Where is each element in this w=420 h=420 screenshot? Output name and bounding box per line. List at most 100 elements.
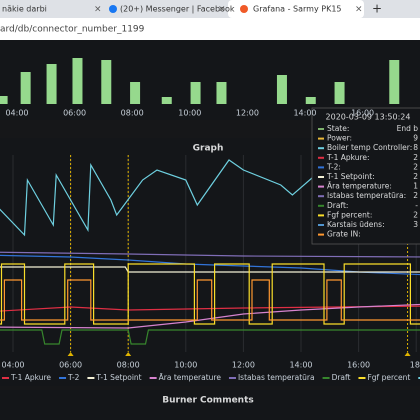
tab-close[interactable]: ×: [218, 5, 226, 15]
url: ard/db/connector_number_1199: [0, 25, 145, 35]
x-tick-label: 14:00: [293, 109, 316, 118]
tooltip-swatch: [318, 128, 324, 130]
annotation-marker: [404, 352, 411, 356]
bar: [190, 82, 201, 104]
tab-close[interactable]: ×: [94, 5, 102, 15]
legend-label: Fgf percent: [367, 373, 410, 382]
x-tick-label: 12:00: [236, 109, 259, 118]
legend-swatch: [418, 377, 420, 379]
tooltip-value: 2: [413, 162, 418, 171]
tooltip-label: State:: [327, 124, 349, 133]
new-tab[interactable]: +: [372, 2, 382, 16]
tab-active[interactable]: [228, 0, 364, 18]
x-tick-label: 06:00: [63, 109, 86, 118]
tooltip-swatch: [318, 224, 324, 226]
series-line: [0, 279, 420, 321]
bar: [389, 60, 400, 104]
x-tick-label: 14:00: [289, 361, 312, 370]
series-line: [0, 266, 420, 273]
legend-swatch: [2, 377, 9, 379]
tab-title: Grafana - Sarmy PK15: [253, 5, 342, 14]
x-tick-label: 04:00: [5, 109, 28, 118]
tab[interactable]: [108, 0, 226, 18]
legend-swatch: [59, 377, 67, 379]
tooltip-label: Istabas temperatūra:: [327, 191, 406, 200]
x-tick-label: 06:00: [59, 361, 82, 370]
panel-title: Graph: [193, 144, 224, 154]
tooltip-swatch: [318, 176, 324, 178]
tooltip-label: Fgf percent:: [327, 210, 372, 219]
tooltip-value: 9: [413, 134, 418, 143]
bar-panel: [0, 40, 420, 120]
tab[interactable]: [0, 0, 100, 18]
x-tick-label: 08:00: [117, 361, 140, 370]
tooltip-value: -: [415, 201, 418, 210]
tooltip-value: 2: [413, 172, 418, 181]
comments-panel: [0, 390, 420, 420]
series-line: [0, 251, 420, 258]
tooltip-swatch: [318, 204, 324, 207]
tooltip-swatch: [318, 185, 324, 188]
x-tick-label: 10:00: [178, 109, 201, 118]
tooltip-time: 2020-03-09 13:50:24: [326, 113, 411, 122]
legend-label: Draft: [332, 373, 351, 382]
legend-label: T-2: [67, 373, 80, 382]
bar: [276, 75, 287, 104]
x-tick-label: 18:: [410, 361, 420, 370]
legend-label: T-1 Apkure: [10, 373, 51, 382]
tooltip-label: T-1 Apkure:: [326, 153, 370, 162]
favicon: [240, 5, 248, 13]
x-tick-label: 04:00: [1, 361, 24, 370]
series-line: [0, 263, 420, 325]
favicon: [109, 5, 117, 13]
bar: [161, 97, 172, 104]
legend-swatch: [322, 377, 330, 379]
bar: [334, 82, 345, 104]
x-tick-label: 16:00: [351, 109, 374, 118]
tooltip-swatch: [318, 233, 324, 236]
panel-title: Burner Comments: [162, 396, 254, 406]
legend-swatch: [149, 377, 157, 379]
tooltip-label: Boiler temp Controller:: [327, 143, 412, 152]
x-tick-label: 10:00: [174, 361, 197, 370]
tooltip-swatch: [318, 156, 324, 159]
bar: [101, 60, 112, 104]
annotation-marker: [67, 352, 74, 356]
tooltip-swatch: [318, 214, 324, 217]
tooltip-value: 2: [413, 153, 418, 162]
legend-swatch: [358, 377, 366, 379]
tooltip-value: 8: [413, 143, 418, 152]
tab-title: (20+) Messenger | Facebook: [120, 5, 235, 14]
tooltip-label: Power:: [327, 134, 352, 143]
tab-title: nākie darbi: [2, 5, 47, 14]
x-tick-label: 12:00: [232, 361, 255, 370]
bar: [72, 58, 83, 104]
tooltip-value: End b: [397, 124, 419, 133]
tooltip-label: Draft:: [327, 201, 348, 210]
bar: [46, 64, 57, 104]
tooltip: [311, 107, 420, 245]
x-tick-label: 16:00: [347, 361, 370, 370]
tooltip-value: 3: [413, 220, 418, 229]
bar: [305, 97, 316, 104]
tooltip-value: 2: [413, 191, 418, 200]
series-line: [0, 303, 420, 329]
tooltip-label: Grate IN:: [327, 230, 361, 239]
tooltip-value: 1: [413, 182, 418, 191]
tooltip-swatch: [318, 166, 324, 169]
legend-label: Āra temperature: [159, 373, 222, 382]
legend-label: T-1 Setpoint: [95, 373, 141, 382]
tab-close[interactable]: ×: [355, 5, 363, 15]
bar: [20, 72, 31, 104]
address-bar[interactable]: [0, 18, 420, 40]
tooltip-swatch: [318, 195, 324, 198]
legend-swatch: [87, 377, 95, 379]
bar: [130, 82, 141, 104]
tooltip-label: T-2:: [326, 162, 341, 171]
tooltip-swatch: [318, 137, 324, 140]
series-line: [0, 329, 420, 345]
bar: [216, 82, 227, 104]
annotation-marker: [125, 352, 132, 356]
legend-swatch: [228, 377, 236, 379]
